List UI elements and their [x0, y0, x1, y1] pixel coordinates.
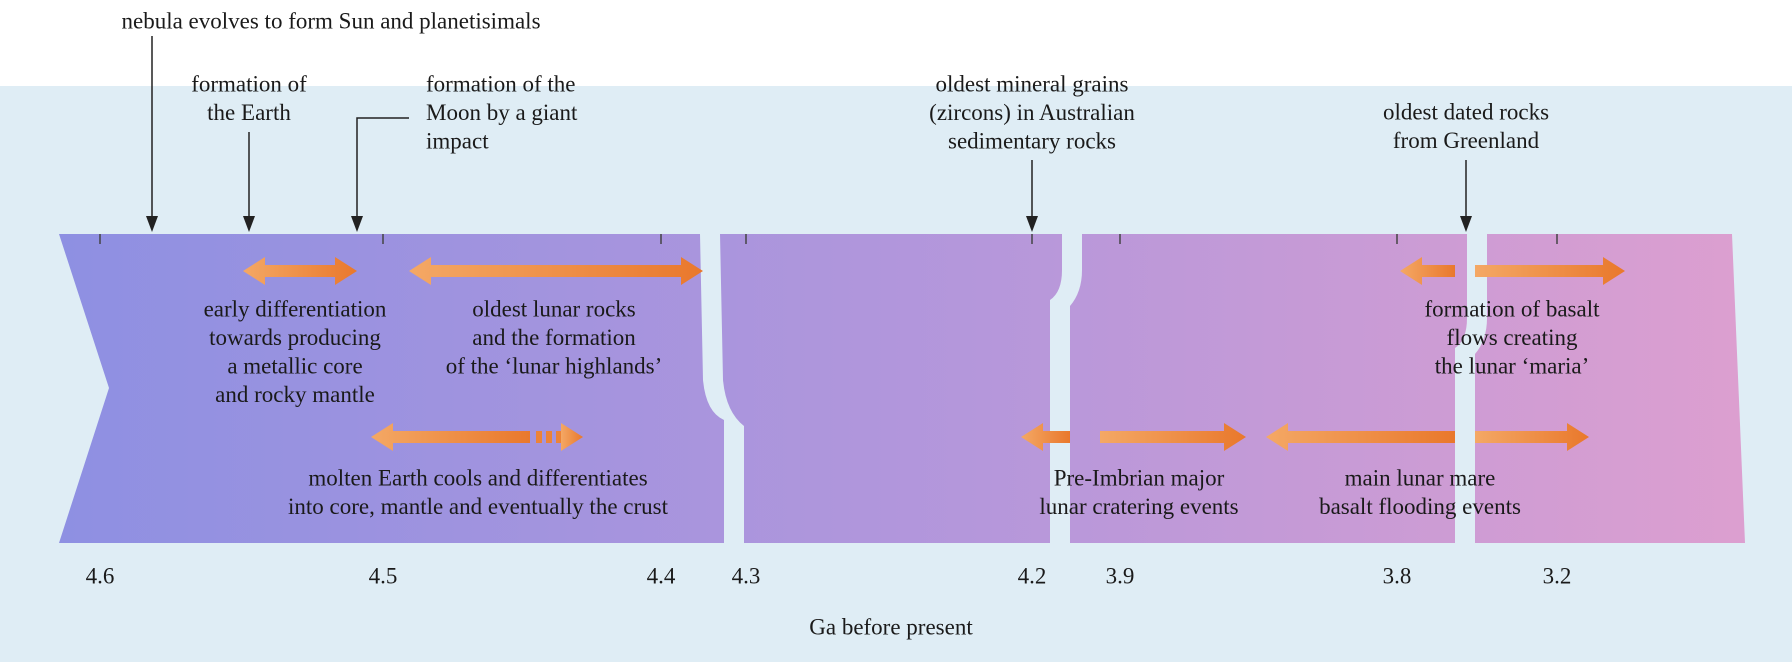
timeline-band — [59, 234, 1745, 543]
pointer-head — [243, 216, 255, 232]
event-label: and rocky mantle — [215, 382, 375, 407]
arrows — [243, 257, 1625, 451]
arrow — [371, 423, 530, 451]
event-label: a metallic core — [227, 353, 362, 378]
pointer-head — [351, 216, 363, 232]
event-label: towards producing — [209, 325, 381, 350]
tick-label: 4.4 — [647, 563, 676, 588]
event-label: early differentiation — [204, 296, 387, 321]
tick-label: 3.9 — [1106, 563, 1135, 588]
pointer-line — [356, 117, 409, 222]
band-segment — [1475, 234, 1745, 543]
axis-label: Ga before present — [809, 614, 973, 639]
arrow — [1475, 423, 1589, 451]
top-label: sedimentary rocks — [948, 128, 1116, 153]
event-label: the lunar ‘maria’ — [1435, 353, 1590, 378]
event-label: lunar cratering events — [1039, 494, 1238, 519]
pointer-head — [1026, 216, 1038, 232]
tick-marks — [99, 234, 1558, 244]
event-label: and the formation — [472, 325, 636, 350]
arrow — [243, 257, 357, 285]
pointers — [151, 36, 1467, 222]
arrow-dash — [546, 431, 552, 443]
arrow — [1400, 257, 1455, 285]
event-label: basalt flooding events — [1319, 494, 1521, 519]
event-label: of the ‘lunar highlands’ — [446, 353, 663, 378]
event-label: oldest lunar rocks — [472, 296, 636, 321]
top-label: oldest mineral grains — [936, 71, 1129, 96]
top-label: Moon by a giant — [426, 100, 578, 125]
pointer-head — [146, 216, 158, 232]
top-label: (zircons) in Australian — [929, 100, 1135, 125]
event-label: Pre-Imbrian major — [1054, 465, 1225, 490]
arrow — [1266, 423, 1455, 451]
tick-label: 3.8 — [1383, 563, 1412, 588]
arrow-dash — [536, 431, 542, 443]
tick-label: 4.2 — [1018, 563, 1047, 588]
band-segment — [720, 234, 1062, 543]
arrow — [1021, 423, 1070, 451]
pointer-head — [1460, 216, 1472, 232]
tick-label: 3.2 — [1543, 563, 1572, 588]
tick-label: 4.5 — [369, 563, 398, 588]
labels: nebula evolves to form Sun and planetisi… — [86, 8, 1600, 639]
pointer-heads — [146, 216, 1472, 232]
tick-label: 4.3 — [732, 563, 761, 588]
band-segment — [59, 234, 724, 543]
top-label: oldest dated rocks — [1383, 99, 1549, 124]
arrow-dash — [556, 431, 562, 443]
event-label: main lunar mare — [1345, 465, 1496, 490]
tick-label: 4.6 — [86, 563, 115, 588]
top-label: formation of — [191, 71, 307, 96]
arrow — [1475, 257, 1625, 285]
arrow — [1100, 423, 1246, 451]
event-label: into core, mantle and eventually the cru… — [288, 494, 669, 519]
band-segment — [1070, 234, 1467, 543]
top-label: the Earth — [207, 100, 291, 125]
event-label: flows creating — [1447, 325, 1578, 350]
event-label: formation of basalt — [1424, 296, 1600, 321]
arrow — [409, 257, 703, 285]
top-label: impact — [426, 128, 489, 153]
arrow — [561, 423, 583, 451]
top-label: formation of the — [426, 71, 575, 96]
event-label: molten Earth cools and differentiates — [308, 465, 647, 490]
top-label: nebula evolves to form Sun and planetisi… — [121, 8, 540, 33]
top-label: from Greenland — [1393, 128, 1540, 153]
